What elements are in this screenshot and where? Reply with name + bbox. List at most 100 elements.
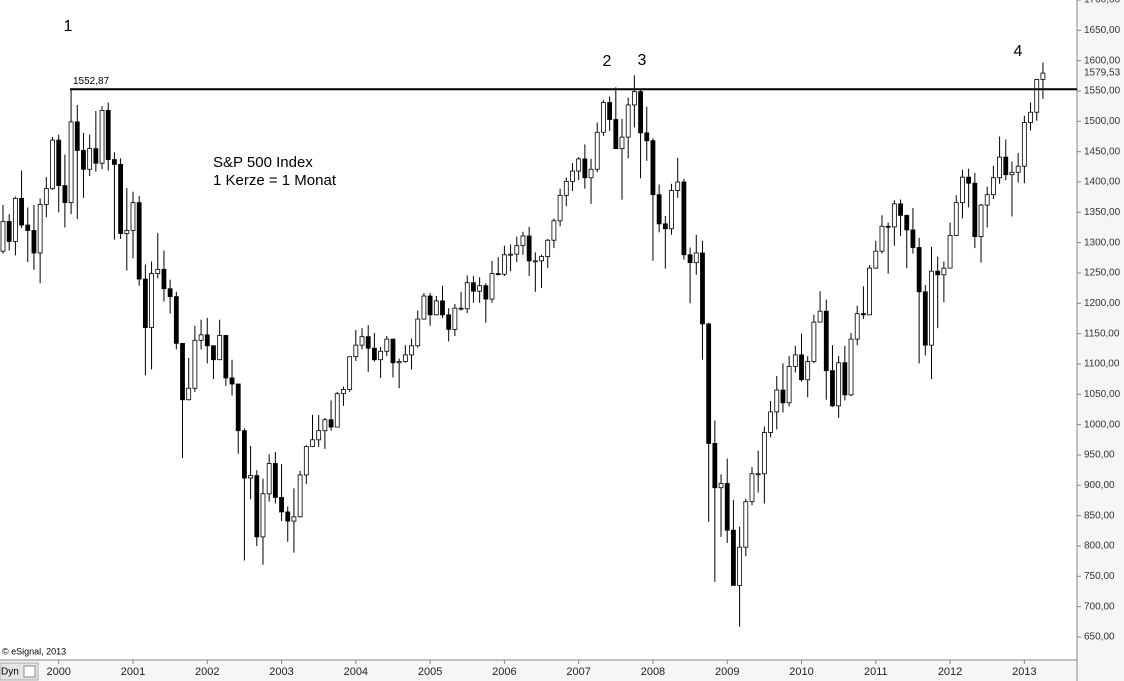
x-tick-label: 2006 [492,666,516,678]
x-tick-label: 2009 [715,666,739,678]
candle-body [495,273,501,275]
candle-body [848,338,854,396]
y-tick-label: 1100,00 [1084,359,1120,370]
candle-body [718,483,724,489]
candle-body [514,245,520,255]
candle-body [644,132,650,142]
candle-body [173,296,179,344]
candles [0,62,1046,627]
candle-body [211,345,216,361]
y-tick-label: 800,00 [1084,541,1115,552]
candle-body [365,336,371,349]
candle-body [229,377,235,385]
candle-body [836,362,842,407]
y-tick-label: 1650,00 [1084,25,1121,36]
candle-body [167,288,173,298]
x-tick-label: 2008 [641,666,665,678]
candle-body [737,546,743,586]
candle-body [297,474,303,518]
candle-body [941,267,947,276]
y-tick-label: 1350,00 [1084,207,1121,218]
candle-body [130,202,136,231]
candle-body [898,203,903,216]
candle-body [378,350,383,361]
candle-body [285,511,291,522]
candle-body [867,267,872,316]
candle-body [93,148,99,164]
x-tick-label: 2011 [864,666,888,678]
x-tick-label: 2010 [789,666,813,678]
candle-body [272,463,278,498]
candle-body [50,139,55,190]
candle-body [780,389,786,404]
candle-body [477,285,483,292]
x-tick-label: 2003 [269,666,293,678]
candle-body [1040,72,1046,80]
candle-body [105,110,111,160]
candle-body [198,334,204,341]
candle-body [724,483,730,531]
y-tick-label: 1500,00 [1084,116,1121,127]
candle-body [192,339,198,389]
candle-body [774,389,780,413]
candle-body [984,194,990,206]
y-tick-label: 650,00 [1084,632,1115,643]
annotation: 4 [1014,43,1023,60]
candle-body [415,318,421,347]
price-axis-panel [1077,0,1124,681]
candle-body [446,314,452,330]
y-tick-label: 1450,00 [1084,146,1121,157]
candle-body [922,291,928,346]
y-tick-label: 1000,00 [1084,419,1121,430]
candle-body [180,342,185,401]
copyright: © eSignal, 2013 [2,646,66,656]
y-tick-label: 1150,00 [1084,328,1120,339]
candle-body [891,203,897,228]
candle-body [242,430,247,479]
candle-body [359,336,365,346]
candle-body [483,285,489,300]
candle-body [910,229,916,248]
candle-body [625,104,631,138]
toolbar-label[interactable]: Dyn [1,667,19,678]
candle-body [607,102,613,120]
candle-body [112,159,117,165]
candle-body [37,204,43,254]
candle-body [966,176,972,184]
candle-body [396,361,402,364]
candle-body [303,446,309,476]
y-tick-label: 1250,00 [1084,268,1121,279]
y-tick-label: 900,00 [1084,480,1115,491]
candle-body [1034,79,1040,113]
candle-body [124,230,130,234]
candle-body [799,354,804,381]
y-tick-label: 1600,00 [1084,55,1121,66]
candle-body [322,419,328,432]
candle-body [87,148,93,170]
candle-body [904,214,910,231]
last-price-label: 1579,53 [1084,68,1121,79]
candle-body [755,473,761,476]
candle-body [582,158,588,179]
candle-body [873,250,879,269]
x-tick-label: 2005 [418,666,442,678]
candle-body [279,497,284,513]
candle-body [334,393,340,428]
candle-body [588,168,594,179]
candle-body [118,163,124,234]
candle-body [520,235,526,247]
candle-body [743,501,749,548]
candle-body [149,273,154,328]
candle-body [489,273,495,300]
candle-body [254,475,260,538]
candle-body [56,139,62,187]
candle-body [551,220,557,241]
y-tick-label: 1700,00 [1084,0,1121,6]
candle-body [1021,122,1027,167]
toolbar-icon[interactable] [23,665,36,678]
x-tick-label: 2001 [121,666,145,678]
candle-body [390,338,396,364]
candle-body [310,439,315,447]
